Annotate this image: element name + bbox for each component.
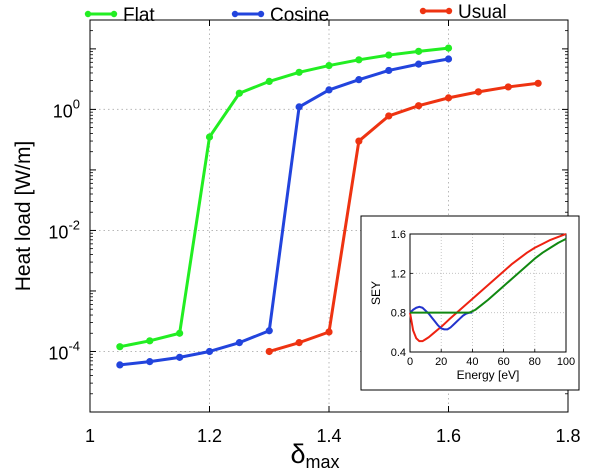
inset-x-tick-label: 20 (435, 356, 447, 368)
x-tick-label: 1 (85, 426, 95, 446)
x-tick-label: 1.6 (436, 426, 461, 446)
data-point-cosine (295, 103, 303, 111)
inset-y-tick-label: 1.2 (391, 268, 406, 280)
data-point-usual (385, 112, 393, 120)
x-tick-label: 1.2 (197, 426, 222, 446)
data-point-usual (415, 102, 423, 110)
legend-label: Usual (458, 2, 507, 23)
legend-marker (445, 7, 453, 15)
data-point-usual (295, 339, 303, 347)
data-point-flat (355, 56, 363, 64)
data-point-cosine (355, 76, 363, 84)
inset-x-axis-title: Energy [eV] (457, 368, 520, 382)
data-point-usual (265, 347, 273, 356)
y-tick-label: 10-4 (48, 338, 80, 363)
inset-x-tick-label: 40 (466, 356, 478, 368)
inset-y-tick-label: 0.8 (391, 308, 406, 320)
data-point-usual (355, 137, 363, 145)
series-line-usual (268, 81, 539, 353)
y-tick-label: 100 (53, 96, 80, 121)
legend-label: Flat (123, 5, 155, 26)
inset-curve-2 (409, 305, 473, 331)
data-point-cosine (205, 347, 214, 356)
legend-marker (231, 10, 239, 18)
inset-plot: 0 20 40 60 80 100 0.4 0.8 1.2 1.6 Energy [eV] SEY (360, 215, 580, 391)
data-point-cosine (116, 361, 124, 369)
data-point-cosine (265, 327, 273, 335)
legend-marker (419, 7, 427, 15)
data-point-usual (504, 83, 512, 91)
data-point-flat (295, 68, 303, 76)
series-usual (265, 79, 542, 356)
data-point-flat (146, 337, 154, 345)
legend-item-cosine: Cosine (231, 5, 329, 26)
inset-curve-3 (410, 238, 567, 314)
series-flat (116, 44, 453, 351)
inset-x-tick-label: 80 (529, 356, 541, 368)
data-point-cosine (146, 358, 154, 366)
legend-label: Cosine (270, 5, 329, 26)
inset-x-tick-label: 0 (407, 356, 413, 368)
data-point-usual (444, 94, 453, 102)
data-point-flat (116, 343, 124, 351)
data-point-cosine (444, 55, 453, 63)
series-cosine (116, 55, 453, 369)
data-point-cosine (325, 86, 333, 94)
inset-y-tick-label: 0.4 (391, 347, 406, 359)
x-tick-label: 1.8 (555, 426, 580, 446)
data-point-cosine (385, 66, 393, 75)
x-axis-title: δmax (290, 439, 339, 470)
data-point-cosine (235, 339, 243, 347)
series-line-flat (119, 46, 449, 349)
data-point-flat (385, 51, 393, 59)
inset-curve-1 (409, 233, 567, 343)
data-point-flat (415, 47, 423, 55)
data-point-flat (235, 89, 243, 97)
data-point-flat (176, 329, 184, 337)
legend: Flat Cosine Usual (84, 2, 507, 26)
data-point-usual (325, 328, 333, 336)
legend-item-flat: Flat (84, 5, 155, 26)
y-axis-title: Heat load [W/m] (12, 141, 35, 292)
data-point-flat (265, 77, 273, 86)
data-point-flat (444, 44, 453, 52)
y-tick-label: 10-2 (48, 217, 80, 242)
x-tick-label: 1.4 (316, 426, 341, 446)
data-point-flat (325, 61, 333, 70)
data-point-flat (205, 133, 214, 141)
data-point-usual (534, 79, 542, 87)
inset-y-axis-title: SEY (369, 281, 383, 305)
legend-marker (84, 10, 92, 18)
data-point-cosine (176, 353, 184, 361)
data-point-cosine (415, 60, 423, 68)
data-point-usual (474, 88, 482, 96)
inset-x-tick-label: 60 (497, 356, 509, 368)
legend-item-usual: Usual (419, 2, 507, 23)
legend-marker (257, 10, 265, 18)
inset-y-tick-label: 1.6 (391, 229, 406, 241)
legend-marker (110, 10, 118, 18)
inset-x-tick-label: 100 (557, 356, 575, 368)
inset-background (360, 215, 580, 391)
inset-frame (409, 233, 567, 353)
series-line-cosine (119, 57, 449, 367)
